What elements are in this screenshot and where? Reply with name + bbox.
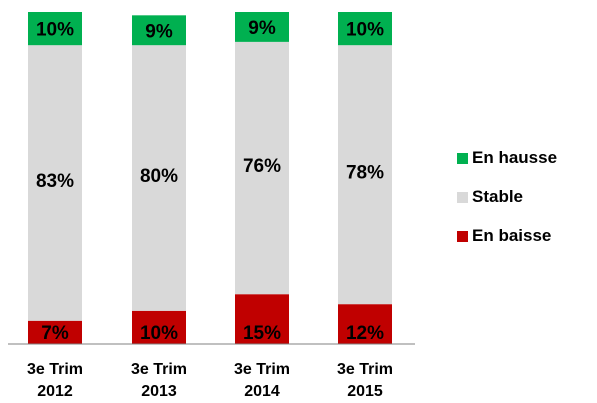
data-label-en-baisse-2: 15% [243,323,281,344]
x-tick-labels-group: 3e Trim 2012 3e Trim 2013 3e Trim 2014 3e Trim… [27,361,393,400]
bar-stable-2 [235,41,289,295]
x-tick-label-3-line-1: 2015 [347,383,383,400]
legend-swatch-en-hausse [457,152,468,164]
bar-stable-1 [132,45,186,311]
data-label-stable-1: 80% [140,166,178,187]
data-label-en-hausse-3: 10% [346,20,384,41]
bar-en-baisse-3 [338,304,392,344]
legend-swatch-en-baisse [457,230,468,242]
bar-en-hausse-2 [235,12,289,42]
x-tick-label-0-line-1: 2012 [37,383,73,400]
bar-en-hausse-0 [28,12,82,46]
data-label-en-baisse-0: 7% [41,323,69,344]
data-label-en-hausse-0: 10% [36,20,74,41]
x-tick-label-3-line-0: 3e Trim [337,361,393,378]
legend-item-en-baisse: En baisse [457,226,557,246]
data-label-en-baisse-1: 10% [140,323,178,344]
x-tick-label-1-line-0: 3e Trim [131,361,187,378]
bar-stable-3 [338,45,392,305]
bar-en-hausse-3 [338,12,392,46]
legend-label-en-baisse: En baisse [472,226,552,245]
data-label-stable-0: 83% [36,171,74,192]
x-tick-label-2-line-0: 3e Trim [234,361,290,378]
bar-en-baisse-2 [235,294,289,344]
data-label-en-hausse-2: 9% [248,18,276,39]
bars-group [28,12,392,344]
data-label-en-baisse-3: 12% [346,323,384,344]
data-label-stable-2: 76% [243,156,281,177]
legend-item-en-hausse: En hausse [457,148,557,168]
bar-en-baisse-1 [132,310,186,344]
legend: En hausse Stable En baisse [457,148,557,265]
x-tick-label-1-line-1: 2013 [141,383,177,400]
data-labels-group: 7% 83% 10% 10% 80% 9% 15% 76% 9% 12% 78% 10% [36,18,384,344]
x-tick-label-2-line-1: 2014 [244,383,280,400]
bar-en-hausse-1 [132,15,186,46]
legend-label-stable: Stable [472,187,524,206]
data-label-en-hausse-1: 9% [145,21,173,42]
legend-item-stable: Stable [457,187,557,207]
legend-swatch-stable [457,191,468,203]
legend-label-en-hausse: En hausse [472,148,558,167]
bar-stable-0 [28,45,82,321]
data-label-stable-3: 78% [346,163,384,184]
x-tick-label-0-line-0: 3e Trim [27,361,83,378]
bar-en-baisse-0 [28,320,82,344]
